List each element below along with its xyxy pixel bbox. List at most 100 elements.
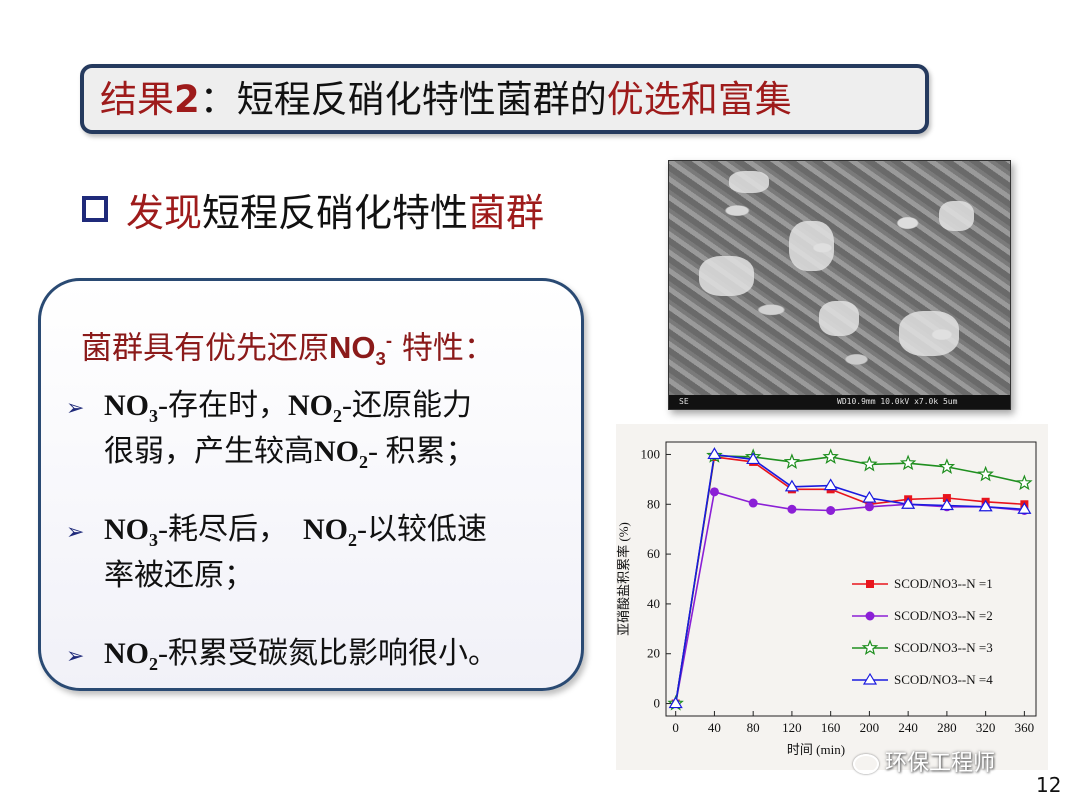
box-heading-sup: - bbox=[385, 330, 393, 351]
bullet-1-no3: NO bbox=[104, 389, 149, 422]
x-tick-label: 120 bbox=[782, 720, 802, 735]
x-tick-label: 80 bbox=[747, 720, 760, 735]
info-box: 菌群具有优先还原NO3- 特性： ➢ NO3-存在时，NO2-还原能力 很弱，产生… bbox=[38, 278, 584, 691]
heading-part-main: 短程反硝化特性 bbox=[202, 191, 469, 235]
series-4-point bbox=[784, 479, 799, 492]
x-tick-label: 200 bbox=[860, 720, 880, 735]
series-4-point bbox=[1017, 502, 1032, 514]
title-part-number: 2 bbox=[174, 78, 200, 121]
y-tick-label: 20 bbox=[647, 646, 660, 661]
series-3-point bbox=[938, 458, 956, 474]
box-heading-suffix: 特性： bbox=[392, 330, 495, 367]
series-line-4 bbox=[674, 453, 1025, 704]
bullet-3-no2-sub: 2 bbox=[149, 654, 158, 674]
bullet-2-line-1: ➢ NO3-耗尽后， NO2-以较低速 bbox=[66, 507, 487, 563]
arrow-bullet-icon: ➢ bbox=[66, 519, 85, 544]
series-4-point bbox=[978, 499, 993, 512]
y-tick-label: 0 bbox=[654, 696, 661, 711]
heading-part-discover: 发现 bbox=[126, 191, 203, 235]
bullet-3-no2: NO bbox=[104, 637, 149, 670]
series-2-point bbox=[864, 502, 874, 512]
heading-part-flora: 菌群 bbox=[468, 191, 545, 235]
x-tick-label: 320 bbox=[976, 720, 996, 735]
y-tick-label: 40 bbox=[647, 596, 660, 611]
bullet-1-no3-sub: 3 bbox=[149, 406, 158, 426]
wechat-icon bbox=[853, 754, 879, 774]
watermark-text: 环保工程师 bbox=[885, 751, 996, 776]
title-part-highlight: 优选和富集 bbox=[606, 78, 792, 121]
y-axis-label: 亚硝酸盐积累率 (%) bbox=[616, 522, 631, 636]
legend-marker-1 bbox=[866, 580, 874, 588]
arrow-bullet-icon: ➢ bbox=[66, 395, 85, 420]
legend-marker-3 bbox=[861, 639, 879, 656]
bullet-3-text: -积累受碳氮比影响很小。 bbox=[158, 637, 498, 670]
y-tick-label: 100 bbox=[641, 446, 661, 461]
series-4-point bbox=[707, 447, 722, 460]
box-heading: 菌群具有优先还原NO3- 特性： bbox=[81, 321, 495, 380]
legend-label-1: SCOD/NO3--N =1 bbox=[894, 576, 993, 591]
sem-info-bar: SE WD10.9mm 10.0kV x7.0k 5um bbox=[669, 395, 1010, 409]
legend-marker-4 bbox=[862, 672, 878, 685]
x-tick-label: 0 bbox=[672, 720, 679, 735]
legend-label-3: SCOD/NO3--N =3 bbox=[894, 640, 993, 655]
legend-label-4: SCOD/NO3--N =4 bbox=[894, 672, 993, 687]
series-4-point bbox=[901, 497, 916, 509]
series-3-point bbox=[822, 448, 839, 464]
sem-label-left: SE bbox=[679, 397, 689, 406]
series-3-point bbox=[1016, 474, 1033, 491]
series-2-point bbox=[826, 506, 836, 515]
bullet-1-no2-sub: 2 bbox=[333, 406, 342, 426]
bullet-1-line-1: ➢ NO3-存在时，NO2-还原能力 bbox=[66, 383, 472, 439]
box-heading-text: 菌群具有优先还原 bbox=[81, 330, 329, 367]
legend-label-2: SCOD/NO3--N =2 bbox=[894, 608, 993, 623]
arrow-bullet-icon: ➢ bbox=[66, 643, 85, 668]
bullet-2-text-a: -耗尽后， bbox=[158, 513, 303, 546]
bullet-1-no2-b-sub: 2 bbox=[359, 452, 368, 472]
y-tick-label: 60 bbox=[647, 546, 660, 561]
y-tick-label: 80 bbox=[647, 496, 660, 511]
x-axis-label: 时间 (min) bbox=[787, 742, 845, 757]
series-1-point bbox=[942, 494, 951, 503]
sem-micrograph-image: SE WD10.9mm 10.0kV x7.0k 5um bbox=[668, 160, 1011, 410]
series-3-point bbox=[977, 465, 994, 482]
series-4-point bbox=[939, 498, 954, 511]
bullet-2-text-c: 率被还原； bbox=[104, 559, 254, 592]
bullet-2-no2-sub: 2 bbox=[348, 530, 357, 550]
bullet-1-no2: NO bbox=[288, 389, 333, 422]
series-4-point bbox=[823, 478, 838, 491]
bullet-1-text-c: 很弱，产生较高 bbox=[104, 435, 314, 468]
series-2-point bbox=[787, 504, 797, 514]
nitrite-accumulation-chart: 0 20 40 60 80 100 0 40 80 120 160 200 240 280 320 360 时间… bbox=[616, 441, 1037, 757]
series-3-point bbox=[783, 453, 801, 469]
plot-frame bbox=[665, 441, 1037, 717]
title-part-main: ：短程反硝化特性菌群的 bbox=[199, 78, 607, 121]
bullet-2-no3: NO bbox=[104, 513, 149, 546]
series-4-point bbox=[862, 490, 877, 503]
sem-label-right: WD10.9mm 10.0kV x7.0k 5um bbox=[837, 397, 958, 406]
bullet-2-no2: NO bbox=[303, 513, 348, 546]
x-tick-label: 240 bbox=[898, 720, 918, 735]
section-heading: 发现短程反硝化特性菌群 bbox=[82, 188, 544, 238]
x-tick-label: 360 bbox=[1015, 720, 1035, 735]
bullet-1-text-d: - 积累； bbox=[368, 435, 476, 468]
bullet-3-line-1: ➢ NO2-积累受碳氮比影响很小。 bbox=[66, 631, 498, 687]
series-2-point bbox=[748, 498, 758, 508]
x-tick-label: 40 bbox=[708, 720, 721, 735]
series-4-point bbox=[668, 696, 683, 709]
series-2-point bbox=[709, 487, 719, 497]
square-bullet-icon bbox=[82, 196, 108, 222]
series-4-point bbox=[746, 452, 761, 465]
bullet-1-line-2: 很弱，产生较高NO2- 积累； bbox=[66, 429, 476, 485]
series-3-point bbox=[899, 454, 917, 471]
box-heading-no: NO bbox=[329, 330, 376, 366]
bullet-2-text-b: -以较低速 bbox=[357, 513, 487, 546]
box-heading-sub: 3 bbox=[375, 348, 386, 370]
watermark: 环保工程师 bbox=[853, 745, 995, 777]
bullet-2-no3-sub: 3 bbox=[149, 530, 158, 550]
x-tick-label: 280 bbox=[937, 720, 957, 735]
slide-title-box: 结果2：短程反硝化特性菌群的优选和富集 bbox=[80, 64, 929, 134]
series-line-1 bbox=[674, 456, 1025, 704]
page-number: 12 bbox=[1036, 773, 1062, 797]
bullet-1-no2-b: NO bbox=[314, 435, 359, 468]
legend-marker-2 bbox=[865, 611, 875, 621]
